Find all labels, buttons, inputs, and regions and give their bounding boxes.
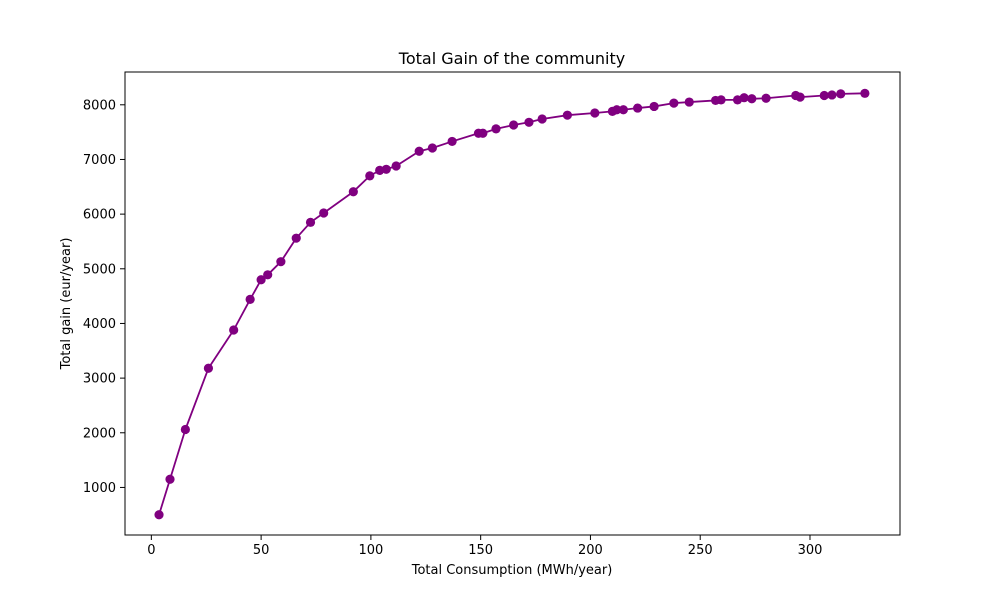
data-point — [478, 128, 488, 138]
x-tick-label: 0 — [147, 543, 155, 558]
data-point — [256, 275, 266, 285]
x-tick-label: 250 — [688, 543, 713, 558]
plot-area — [154, 88, 870, 520]
data-point — [203, 363, 214, 373]
data-point — [276, 257, 286, 267]
data-point — [305, 217, 316, 227]
x-axis: 0 50 100 150 200 250 300 — [147, 535, 822, 558]
x-tick-label: 300 — [798, 543, 823, 558]
y-tick-label: 2000 — [83, 426, 116, 441]
data-point — [291, 233, 301, 243]
y-tick-label: 5000 — [83, 262, 116, 277]
data-point — [761, 93, 771, 103]
data-point — [739, 93, 749, 103]
x-axis-label: Total Consumption (MWh/year) — [411, 563, 613, 578]
data-point — [633, 103, 643, 113]
data-point — [447, 136, 457, 147]
data-point — [365, 171, 375, 181]
y-tick-label: 1000 — [83, 481, 116, 496]
data-point — [716, 95, 726, 105]
data-point — [827, 90, 837, 100]
data-point — [860, 88, 870, 98]
data-point — [348, 187, 358, 197]
data-point — [524, 117, 534, 127]
data-point — [590, 108, 600, 118]
data-point — [180, 424, 190, 435]
data-point — [414, 146, 424, 156]
data-point — [612, 105, 622, 115]
data-point — [747, 94, 757, 104]
data-point — [263, 270, 273, 280]
data-point — [795, 92, 805, 102]
y-axis-label: Total gain (eur/year) — [59, 238, 74, 371]
y-tick-label: 6000 — [83, 208, 116, 223]
y-tick-label: 3000 — [83, 372, 116, 387]
data-point — [649, 101, 659, 112]
data-point — [381, 164, 391, 174]
x-tick-label: 50 — [253, 543, 270, 558]
data-point — [154, 510, 164, 520]
data-point — [508, 120, 519, 130]
y-tick-label: 4000 — [83, 317, 116, 332]
axes-frame — [124, 71, 901, 536]
y-axis: 1000 2000 3000 4000 5000 6000 7000 8000 — [83, 98, 125, 496]
chart-title: Total Gain of the community — [398, 49, 625, 68]
data-point — [819, 90, 829, 101]
data-point — [618, 105, 628, 115]
data-point — [165, 474, 175, 484]
y-tick-label: 8000 — [83, 98, 116, 113]
data-point — [319, 208, 329, 218]
data-point — [836, 89, 846, 99]
data-point — [427, 143, 437, 153]
y-tick-label: 7000 — [83, 153, 116, 168]
x-tick-label: 150 — [468, 543, 493, 558]
data-point — [491, 124, 501, 134]
data-point — [537, 114, 547, 124]
data-point — [391, 161, 401, 171]
data-point — [684, 97, 694, 107]
data-point — [669, 98, 679, 108]
data-point — [562, 110, 572, 120]
data-point — [229, 325, 239, 335]
data-point — [245, 294, 255, 305]
x-tick-label: 100 — [358, 543, 383, 558]
x-tick-label: 200 — [578, 543, 603, 558]
